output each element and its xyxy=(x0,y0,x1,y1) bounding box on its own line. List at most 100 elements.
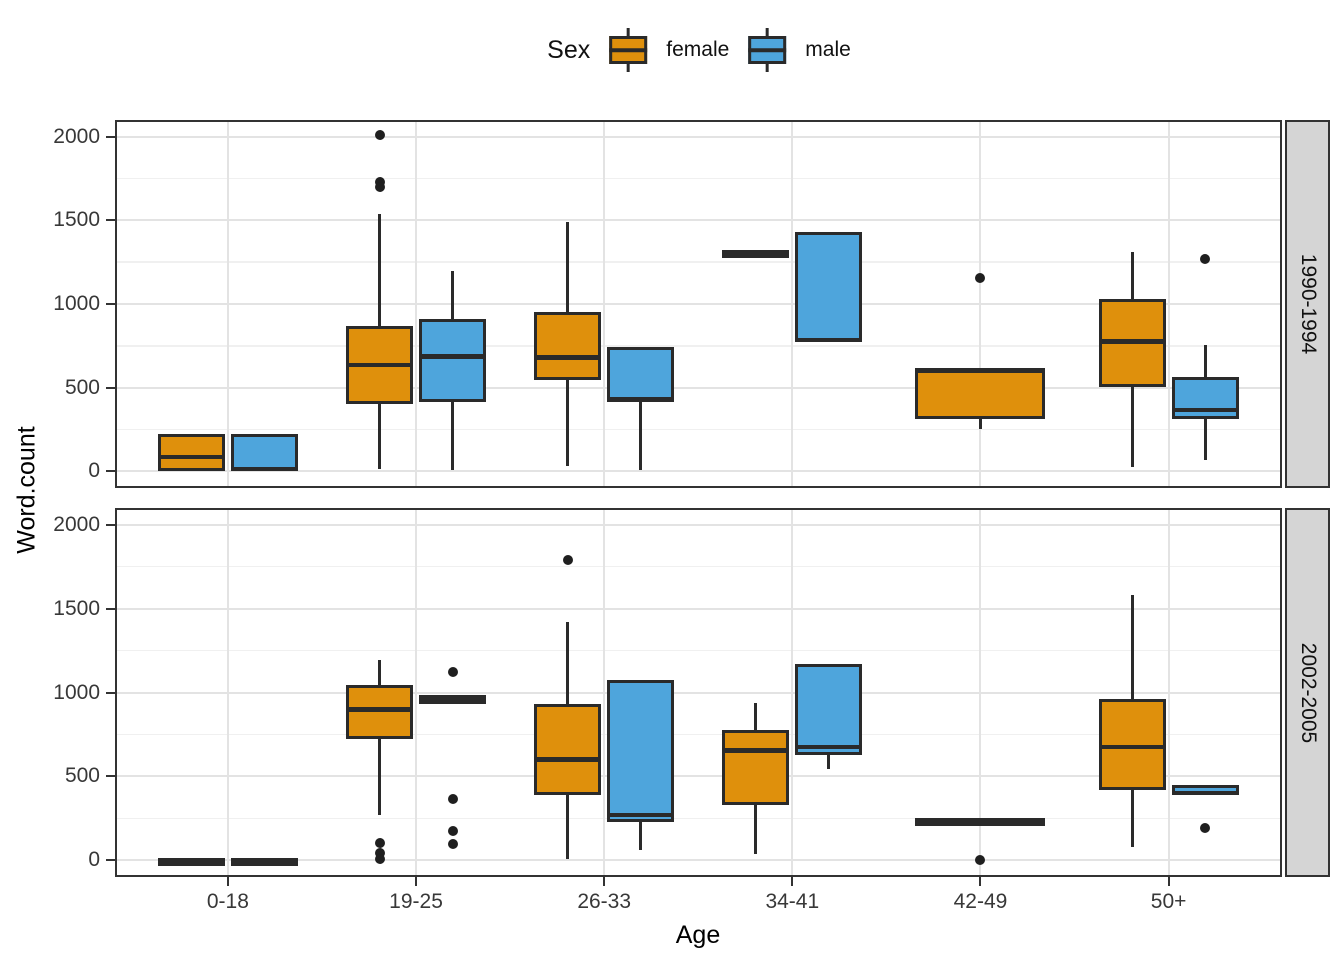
x-tick-label: 0-18 xyxy=(206,890,249,913)
y-tick-label: 1500 xyxy=(53,596,100,620)
outlier-dot xyxy=(975,273,986,284)
whisker-lower xyxy=(754,804,758,855)
median-line xyxy=(157,857,225,863)
gridline-minor xyxy=(115,817,1282,820)
gridline-minor xyxy=(115,261,1282,263)
median-line xyxy=(1098,744,1166,750)
outlier-dot xyxy=(1200,822,1211,833)
whisker-upper xyxy=(1130,595,1134,700)
median-line xyxy=(157,454,225,460)
y-axis-tick xyxy=(106,470,115,473)
x-tick-label: 19-25 xyxy=(389,890,443,913)
boxplot-box-female-42-49 xyxy=(915,368,1046,419)
gridline-major xyxy=(115,303,1282,305)
legend-key-female xyxy=(609,26,648,74)
y-axis-tick xyxy=(106,775,115,778)
whisker-lower xyxy=(827,755,831,769)
boxplot-box-female-34-41 xyxy=(722,730,790,805)
boxplot-box-male-19-25 xyxy=(419,319,487,402)
gridline-minor xyxy=(115,428,1282,431)
boxplot-box-female-0-18 xyxy=(157,434,225,472)
median-line xyxy=(346,707,414,712)
x-axis-tick xyxy=(1167,877,1170,886)
whisker-upper xyxy=(754,702,758,731)
y-tick-label: 2000 xyxy=(53,124,100,148)
outlier-dot xyxy=(374,130,385,141)
y-tick-label: 2000 xyxy=(53,512,100,536)
outlier-dot xyxy=(374,837,385,848)
facet-panel-border xyxy=(115,120,1282,488)
y-axis-tick xyxy=(106,607,115,610)
gridline-minor xyxy=(115,649,1282,652)
gridline-vertical xyxy=(415,120,418,488)
median-line xyxy=(230,466,298,471)
gridline-major xyxy=(115,775,1282,778)
median-line xyxy=(722,748,790,753)
gridline-major xyxy=(115,607,1282,610)
median-line xyxy=(795,744,863,750)
gridline-vertical xyxy=(1167,508,1170,877)
median-line xyxy=(915,817,1046,823)
x-tick-label: 26-33 xyxy=(577,890,632,913)
boxplot-key-median-icon xyxy=(609,48,648,52)
y-axis-tick xyxy=(106,859,115,862)
median-line xyxy=(795,337,863,343)
gridline-minor xyxy=(115,177,1282,180)
median-line xyxy=(419,697,487,703)
x-axis-tick xyxy=(415,877,418,886)
y-tick-label: 1000 xyxy=(53,680,100,704)
legend-key-male xyxy=(748,26,787,74)
gridline-major xyxy=(115,386,1282,389)
whisker-lower xyxy=(1130,789,1134,847)
legend-label-female: female xyxy=(666,38,730,61)
whisker-lower xyxy=(451,401,455,470)
boxplot-box-female-50+ xyxy=(1098,699,1166,790)
gridline-vertical xyxy=(226,120,229,488)
gridline-major xyxy=(115,859,1282,862)
whisker-lower xyxy=(639,821,643,851)
outlier-dot xyxy=(374,853,385,864)
gridline-vertical xyxy=(603,120,606,488)
y-axis-tick xyxy=(106,219,115,222)
facet-panel-border xyxy=(115,508,1282,877)
y-tick-label: 500 xyxy=(64,375,100,399)
gridline-major xyxy=(115,470,1282,473)
x-axis-tick xyxy=(603,877,606,886)
median-line xyxy=(722,249,790,255)
whisker-upper xyxy=(1130,252,1134,299)
whisker-upper xyxy=(566,622,570,705)
boxplot-box-male-34-41 xyxy=(795,663,863,756)
median-line xyxy=(915,368,1046,374)
x-axis-title: Age xyxy=(675,921,721,949)
median-line xyxy=(419,354,487,359)
boxplot-box-female-26-33 xyxy=(534,704,602,795)
gridline-major xyxy=(115,135,1282,138)
boxplot-key-median-icon xyxy=(748,48,787,52)
y-tick-label: 0 xyxy=(88,459,100,483)
gridline-major xyxy=(115,523,1282,526)
whisker-lower xyxy=(1130,386,1134,468)
outlier-dot xyxy=(447,667,458,678)
whisker-upper xyxy=(451,270,455,320)
y-tick-label: 0 xyxy=(88,848,100,872)
x-tick-label: 50+ xyxy=(1150,890,1187,913)
gridline-major xyxy=(115,219,1282,222)
median-line xyxy=(607,397,675,402)
y-tick-label: 1500 xyxy=(53,208,100,232)
boxplot-box-female-19-25 xyxy=(346,684,414,739)
whisker-upper xyxy=(378,659,382,685)
gridline-vertical xyxy=(1167,120,1170,488)
median-line xyxy=(534,757,602,762)
y-tick-label: 500 xyxy=(64,764,100,788)
median-line xyxy=(1171,407,1239,413)
boxplot-box-male-34-41 xyxy=(795,232,863,342)
gridline-vertical xyxy=(603,508,606,877)
facet-strip: 2002-2005 xyxy=(1285,508,1330,877)
median-line xyxy=(534,355,602,360)
whisker-lower xyxy=(378,738,382,815)
median-line xyxy=(1098,339,1166,344)
whisker-upper xyxy=(378,213,382,326)
gridline-minor xyxy=(115,733,1282,736)
